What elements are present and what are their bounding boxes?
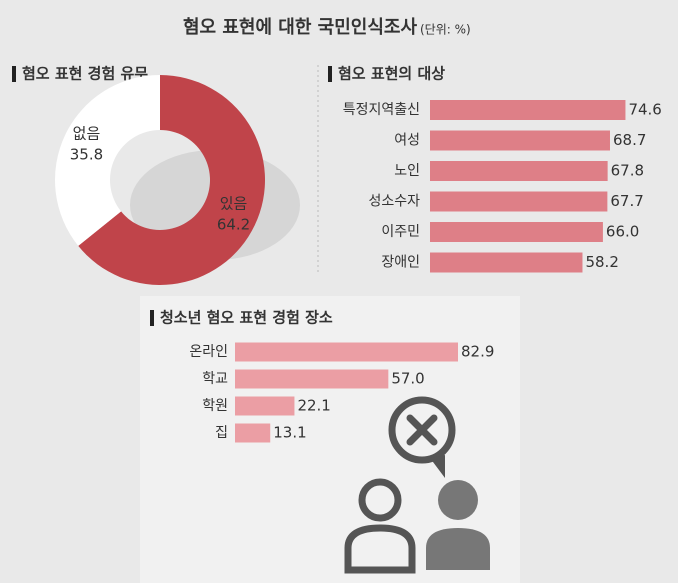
bar	[430, 252, 583, 273]
value-label: 67.8	[611, 162, 644, 180]
value-label: 57.0	[391, 370, 424, 388]
value-label: 82.9	[461, 343, 494, 361]
subtitle: (단위: %)	[420, 23, 471, 37]
bar	[430, 100, 626, 120]
bar	[235, 423, 271, 443]
category-label: 특정지역출신	[343, 102, 420, 118]
bar	[430, 191, 608, 212]
bar	[430, 161, 608, 181]
bar	[430, 130, 610, 151]
category-label: 집	[215, 425, 228, 441]
heading-marker	[12, 66, 16, 82]
heading-marker	[328, 66, 332, 82]
title: 혐오 표현에 대한 국민인식조사	[183, 16, 418, 38]
category-label: 학교	[202, 371, 228, 387]
category-label: 학원	[202, 398, 228, 414]
category-label: 노인	[394, 163, 420, 179]
bar	[235, 369, 389, 389]
category-label: 온라인	[189, 344, 228, 360]
chart-title: 청소년 혐오 표현 경험 장소	[160, 309, 333, 327]
category-label: 이주민	[381, 224, 420, 240]
value-label: 67.7	[610, 192, 643, 210]
pie-slice	[78, 75, 265, 286]
value-label: 74.6	[628, 101, 661, 119]
bar	[235, 396, 295, 416]
chart-title: 혐오 표현의 대상	[338, 65, 445, 83]
category-label: 성소수자	[368, 194, 420, 210]
category-label: 여성	[394, 133, 420, 149]
value-label: 68.7	[613, 131, 646, 149]
value-label: 66.0	[606, 223, 639, 241]
icons	[344, 396, 490, 574]
bar	[235, 342, 459, 362]
slice-label: 있음	[220, 195, 248, 213]
category-label: 장애인	[381, 255, 420, 271]
heading-marker	[150, 310, 154, 326]
slice-value: 64.2	[217, 216, 250, 234]
slice-value: 35.8	[70, 145, 103, 163]
pie-slice	[55, 75, 160, 246]
slice-label: 없음	[73, 124, 101, 142]
value-label: 58.2	[585, 253, 618, 271]
value-label: 13.1	[273, 424, 306, 442]
chart-title: 혐오 표현 경험 유무	[22, 65, 148, 83]
value-label: 22.1	[297, 397, 330, 415]
bar	[430, 222, 603, 242]
